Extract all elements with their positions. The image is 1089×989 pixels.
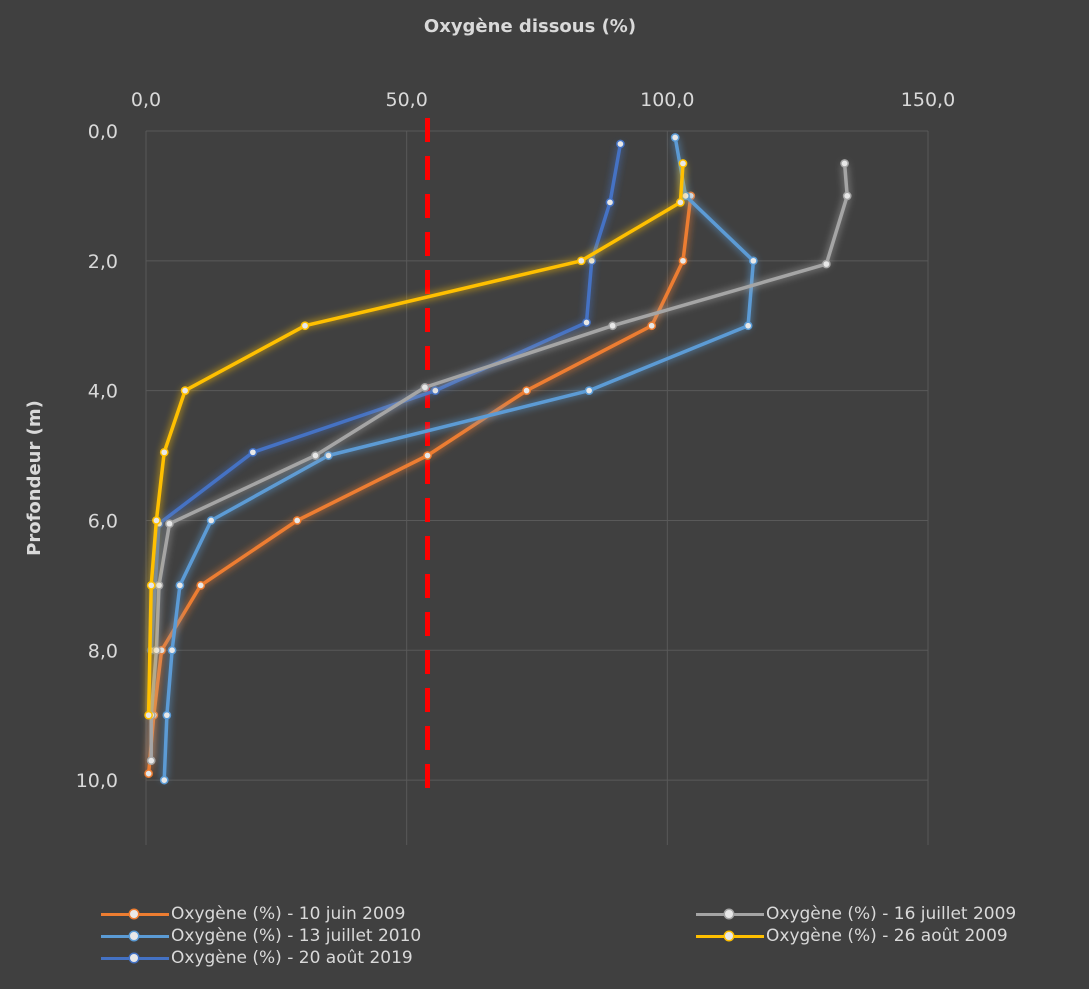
legend-label: Oxygène (%) - 20 août 2019 <box>171 948 413 968</box>
legend-swatch <box>101 952 169 964</box>
legend-item: Oxygène (%) - 13 juillet 2010 <box>101 926 421 946</box>
data-point <box>430 386 440 395</box>
data-point <box>584 386 594 395</box>
y-tick-label: 10,0 <box>76 770 118 792</box>
data-point <box>840 159 849 168</box>
data-point <box>152 516 161 525</box>
x-tick-labels: 0,0 50,0 100,0 150,0 <box>131 89 955 111</box>
data-point <box>749 256 758 266</box>
series-0 <box>144 191 696 778</box>
y-tick-label: 4,0 <box>88 381 118 403</box>
series-1 <box>159 133 758 785</box>
x-tick-label: 50,0 <box>386 89 428 111</box>
data-point <box>196 581 206 590</box>
legend-label: Oxygène (%) - 16 juillet 2009 <box>766 904 1017 924</box>
series-line <box>149 143 623 651</box>
data-point <box>605 198 615 207</box>
data-point <box>582 318 591 327</box>
data-point <box>587 256 597 266</box>
data-point <box>159 447 169 457</box>
legend-item: Oxygène (%) - 10 juin 2009 <box>101 904 405 924</box>
legend-swatch <box>101 930 169 942</box>
legend-label: Oxygène (%) - 26 août 2009 <box>766 926 1008 946</box>
legend-item: Oxygène (%) - 16 juillet 2009 <box>696 904 1016 924</box>
data-point <box>423 451 432 460</box>
y-tick-label: 8,0 <box>88 640 118 662</box>
series-3 <box>146 159 852 765</box>
data-point <box>670 133 680 142</box>
series-2 <box>146 139 625 655</box>
legend-label: Oxygène (%) - 13 juillet 2010 <box>171 926 422 946</box>
data-point <box>162 710 172 720</box>
series-line <box>162 137 756 781</box>
data-point <box>159 775 169 785</box>
data-point <box>676 198 685 207</box>
data-point <box>292 516 302 525</box>
legend-label: Oxygène (%) - 10 juin 2009 <box>171 904 406 924</box>
gridlines <box>145 130 929 845</box>
data-point <box>678 256 688 266</box>
x-tick-label: 150,0 <box>901 89 955 111</box>
data-point <box>576 256 586 266</box>
y-tick-label: 6,0 <box>88 510 118 532</box>
data-point <box>678 159 688 168</box>
legend-swatch <box>696 908 764 920</box>
data-point <box>144 769 153 778</box>
x-axis-title: Oxygène dissous (%) <box>424 16 636 37</box>
data-point <box>522 386 531 395</box>
series-4 <box>144 159 688 720</box>
legend-item: Oxygène (%) - 26 août 2009 <box>696 926 1008 946</box>
legend-item: Oxygène (%) - 20 août 2019 <box>101 948 413 968</box>
data-point <box>420 383 430 392</box>
data-point <box>154 581 164 590</box>
data-point <box>616 139 625 149</box>
data-point <box>206 516 216 525</box>
data-point <box>180 386 190 395</box>
data-point <box>842 191 852 201</box>
data-point <box>152 645 161 655</box>
y-tick-label: 0,0 <box>88 121 118 143</box>
series-line <box>146 163 685 716</box>
series-group <box>144 133 852 785</box>
y-tick-labels: 0,0 2,0 4,0 6,0 8,0 10,0 <box>76 121 118 792</box>
legend-swatch <box>101 908 169 920</box>
data-point <box>324 451 333 460</box>
data-point <box>248 447 258 457</box>
data-point <box>165 519 174 529</box>
legend: Oxygène (%) - 10 juin 2009 Oxygène (%) - … <box>0 900 1089 989</box>
data-point <box>647 321 657 331</box>
data-point <box>144 710 153 720</box>
data-point <box>608 321 617 331</box>
y-tick-label: 2,0 <box>88 251 118 273</box>
data-point <box>681 191 690 201</box>
x-tick-label: 0,0 <box>131 89 161 111</box>
data-point <box>821 259 831 269</box>
data-point <box>175 581 185 590</box>
data-point <box>146 581 156 590</box>
legend-swatch <box>696 930 764 942</box>
data-point <box>300 321 310 331</box>
x-tick-label: 100,0 <box>640 89 694 111</box>
y-axis-title: Profondeur (m) <box>24 400 45 556</box>
data-point <box>743 321 753 331</box>
chart-area: Oxygène dissous (%) Profondeur (m) 0,0 50… <box>24 16 955 845</box>
data-point <box>167 645 177 655</box>
series-line <box>146 195 693 774</box>
data-point <box>146 756 156 765</box>
data-point <box>311 451 320 460</box>
